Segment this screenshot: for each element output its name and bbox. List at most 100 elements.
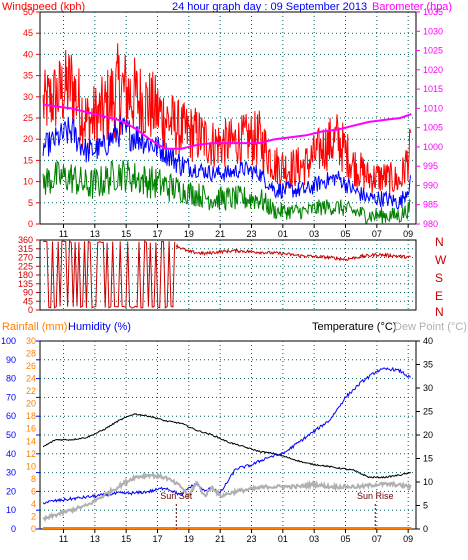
temperature-panel-grid bbox=[40, 341, 416, 529]
temperature-y-tick-label: 30 bbox=[423, 383, 433, 393]
barometer-y-tick-label: 1025 bbox=[423, 46, 443, 56]
compass-letter-s: S bbox=[435, 271, 443, 285]
wind-y-tick-label: 0 bbox=[28, 219, 33, 229]
direction-y-tick-label: 180 bbox=[18, 270, 33, 280]
wind-y-tick-label: 45 bbox=[23, 28, 33, 38]
temperature-panel-series bbox=[42, 366, 412, 529]
compass-letter-w: W bbox=[435, 253, 447, 267]
x-tick-label: 21 bbox=[215, 229, 225, 239]
wind-y-tick-label: 40 bbox=[23, 49, 33, 59]
direction-y-tick-label: 135 bbox=[18, 279, 33, 289]
direction-panel-series bbox=[43, 240, 411, 309]
wind-y-tick-label: 50 bbox=[23, 7, 33, 17]
sunset-label: Sun Set bbox=[160, 491, 193, 501]
compass-letter-n: N bbox=[435, 305, 444, 319]
rain-y-tick-label: 18 bbox=[26, 411, 36, 421]
humidity-y-tick-label: 20 bbox=[6, 486, 16, 496]
direction-y-tick-label: 270 bbox=[18, 253, 33, 263]
temperature-axis-title: Temperature (°C) bbox=[312, 321, 396, 333]
rain-y-tick-label: 4 bbox=[31, 499, 36, 509]
x-tick-label: 23 bbox=[246, 534, 256, 544]
barometer-y-tick-label: 1000 bbox=[423, 142, 443, 152]
x-tick-label: 17 bbox=[152, 534, 162, 544]
x-tick-label: 05 bbox=[340, 534, 350, 544]
humidity-y-tick-label: 50 bbox=[6, 430, 16, 440]
barometer-y-tick-label: 995 bbox=[423, 161, 438, 171]
barometer-axis-title: Barometer (hpa) bbox=[372, 1, 452, 13]
humidity-y-tick-label: 70 bbox=[6, 392, 16, 402]
wind-y-tick-label: 15 bbox=[23, 155, 33, 165]
rain-y-tick-label: 6 bbox=[31, 486, 36, 496]
wind-y-tick-label: 10 bbox=[23, 177, 33, 187]
humidity-y-tick-label: 100 bbox=[1, 336, 16, 346]
sun-markers: Sun Set Sun Rise bbox=[160, 491, 394, 529]
temperature-series-line bbox=[42, 413, 411, 479]
x-tick-label: 11 bbox=[59, 229, 68, 239]
rain-y-tick-label: 0 bbox=[31, 524, 36, 534]
direction-y-tick-label: 0 bbox=[28, 305, 33, 315]
wind-panel-series bbox=[42, 43, 412, 224]
x-tick-label: 21 bbox=[215, 534, 225, 544]
wind-avg-series-line bbox=[42, 115, 411, 210]
wind-panel-axes: 0510152025303540455098098599099510001005… bbox=[23, 7, 443, 239]
wind-y-tick-label: 35 bbox=[23, 71, 33, 81]
x-tick-label: 01 bbox=[278, 229, 288, 239]
rain-y-tick-label: 28 bbox=[26, 349, 36, 359]
direction-panel-grid bbox=[40, 240, 416, 310]
x-tick-label: 23 bbox=[246, 229, 256, 239]
direction-y-tick-label: 315 bbox=[18, 244, 33, 254]
dewpoint-axis-title: Dew Point (°C) bbox=[394, 321, 467, 333]
direction-y-tick-label: 45 bbox=[23, 296, 33, 306]
x-tick-label: 09 bbox=[403, 534, 413, 544]
graph-title: 24 hour graph day : 09 September 2013 bbox=[172, 1, 367, 13]
wind-min-series-line bbox=[42, 160, 411, 224]
wind-y-tick-label: 25 bbox=[23, 113, 33, 123]
x-tick-label: 15 bbox=[121, 229, 131, 239]
sunrise-label: Sun Rise bbox=[357, 491, 394, 501]
humidity-y-tick-label: 30 bbox=[6, 468, 16, 478]
rain-y-tick-label: 24 bbox=[26, 374, 36, 384]
direction-y-tick-label: 90 bbox=[23, 288, 33, 298]
rain-y-tick-label: 26 bbox=[26, 361, 36, 371]
x-tick-label: 05 bbox=[340, 229, 350, 239]
barometer-y-tick-label: 980 bbox=[423, 219, 438, 229]
barometer-y-tick-label: 1005 bbox=[423, 123, 443, 133]
rain-y-tick-label: 8 bbox=[31, 474, 36, 484]
direction-y-tick-label: 225 bbox=[18, 261, 33, 271]
barometer-y-tick-label: 1030 bbox=[423, 26, 443, 36]
barometer-y-tick-label: 1035 bbox=[423, 7, 443, 17]
rain-y-tick-label: 16 bbox=[26, 424, 36, 434]
wind-axis-title: Windspeed (kph) bbox=[2, 1, 85, 13]
x-tick-label: 11 bbox=[59, 534, 68, 544]
direction-series-line bbox=[175, 243, 411, 262]
rain-y-tick-label: 12 bbox=[26, 449, 36, 459]
x-tick-label: 09 bbox=[403, 229, 413, 239]
x-tick-label: 15 bbox=[121, 534, 131, 544]
temperature-y-tick-label: 5 bbox=[423, 501, 428, 511]
barometer-y-tick-label: 985 bbox=[423, 200, 438, 210]
x-tick-label: 03 bbox=[309, 229, 319, 239]
compass-letter-e: E bbox=[435, 289, 443, 303]
rain-y-tick-label: 14 bbox=[26, 436, 36, 446]
x-tick-label: 13 bbox=[90, 229, 100, 239]
humidity-y-tick-label: 0 bbox=[11, 524, 16, 534]
x-tick-label: 17 bbox=[152, 229, 162, 239]
barometer-y-tick-label: 1020 bbox=[423, 65, 443, 75]
x-tick-label: 19 bbox=[184, 534, 194, 544]
temperature-y-tick-label: 15 bbox=[423, 454, 433, 464]
humidity-y-tick-label: 40 bbox=[6, 449, 16, 459]
compass-letter-n: N bbox=[435, 235, 444, 249]
barometer-series-line bbox=[42, 103, 412, 150]
x-tick-label: 07 bbox=[372, 534, 382, 544]
temperature-y-tick-label: 40 bbox=[423, 336, 433, 346]
barometer-y-tick-label: 1015 bbox=[423, 84, 443, 94]
wind-y-tick-label: 30 bbox=[23, 92, 33, 102]
direction-y-tick-label: 360 bbox=[18, 235, 33, 245]
rain-y-tick-label: 30 bbox=[26, 336, 36, 346]
rain-y-tick-label: 2 bbox=[31, 511, 36, 521]
rain-y-tick-label: 10 bbox=[26, 461, 36, 471]
